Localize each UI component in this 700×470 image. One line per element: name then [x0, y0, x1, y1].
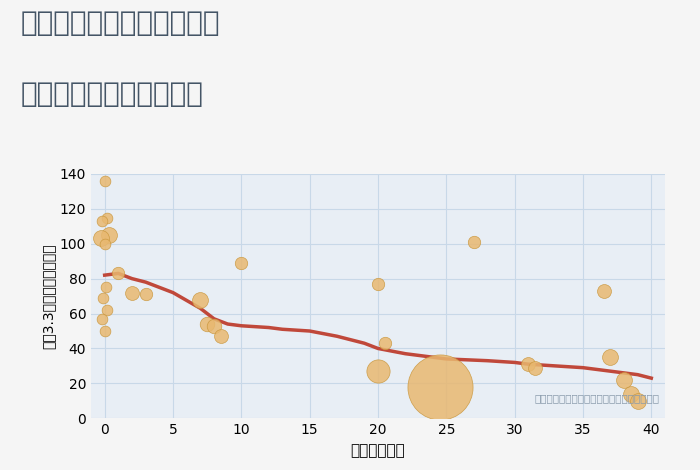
Point: [99, 327, 111, 335]
Point: [236, 259, 247, 266]
Point: [113, 270, 124, 277]
Point: [625, 390, 636, 398]
Point: [372, 280, 384, 288]
Point: [372, 368, 384, 375]
Point: [632, 397, 643, 405]
Text: 円の大きさは、取引のあった物件面積を示す: 円の大きさは、取引のあった物件面積を示す: [534, 394, 659, 404]
Point: [523, 360, 534, 368]
Point: [102, 214, 113, 221]
Text: 築年数別中古戸建て価格: 築年数別中古戸建て価格: [21, 80, 204, 108]
X-axis label: 築年数（年）: 築年数（年）: [351, 443, 405, 458]
Point: [98, 294, 109, 302]
Point: [97, 315, 108, 322]
Y-axis label: 坪（3.3㎡）単価（万円）: 坪（3.3㎡）単価（万円）: [41, 243, 55, 349]
Point: [434, 383, 445, 391]
Point: [209, 322, 220, 329]
Point: [468, 238, 480, 246]
Point: [618, 376, 629, 384]
Point: [379, 339, 391, 347]
Point: [99, 177, 111, 185]
Point: [102, 306, 113, 314]
Point: [195, 296, 206, 303]
Point: [103, 231, 114, 239]
Point: [100, 283, 111, 291]
Point: [605, 353, 616, 361]
Point: [97, 217, 108, 225]
Point: [598, 287, 609, 295]
Point: [140, 290, 151, 298]
Point: [95, 235, 106, 242]
Text: 兵庫県姫路市大津区新町の: 兵庫県姫路市大津区新町の: [21, 9, 221, 38]
Point: [530, 364, 541, 371]
Point: [127, 289, 138, 297]
Point: [99, 240, 111, 248]
Point: [215, 332, 226, 340]
Point: [202, 320, 213, 328]
